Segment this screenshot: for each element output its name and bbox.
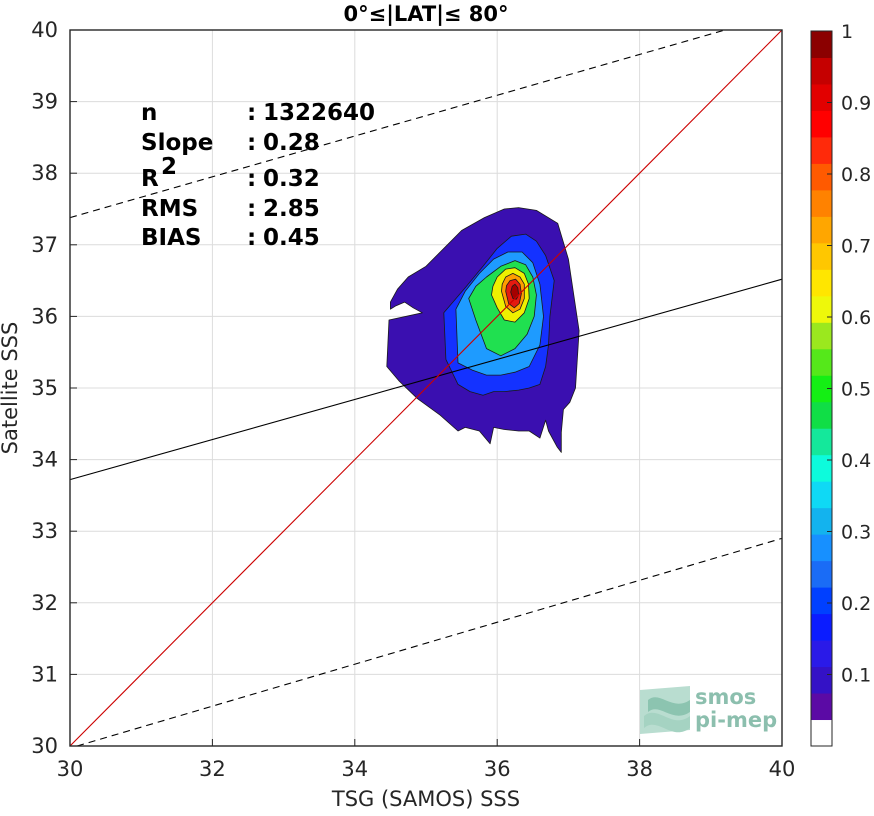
lower-bound-line <box>76 537 783 747</box>
stat-separator: : <box>247 166 256 192</box>
y-tick-label: 40 <box>31 18 58 42</box>
colorbar-swatch <box>811 269 832 297</box>
stat-value: 0.45 <box>263 225 320 251</box>
x-tick-label: 34 <box>341 757 368 781</box>
colorbar-swatch <box>811 31 832 58</box>
y-axis-ticks: 30 31 32 33 34 35 36 37 38 39 40 <box>31 18 77 758</box>
colorbar-swatch <box>811 719 832 747</box>
colorbar-tick-label: 0.6 <box>841 307 871 329</box>
colorbar-swatch <box>811 375 832 403</box>
colorbar-swatch <box>811 136 832 164</box>
colorbar-swatch <box>811 507 832 535</box>
stat-separator: : <box>247 130 256 156</box>
y-tick-label: 36 <box>31 304 58 328</box>
colorbar-tick-label: 0.4 <box>841 450 871 472</box>
y-tick-label: 33 <box>31 519 58 543</box>
colorbar-swatch <box>811 640 832 668</box>
grid <box>69 29 783 747</box>
colorbar-tick-label: 1 <box>841 21 853 43</box>
stat-separator: : <box>247 225 256 251</box>
colorbar-swatch <box>811 163 832 191</box>
x-axis-ticks: 30 32 34 36 38 40 <box>57 739 796 781</box>
colorbar-swatch <box>811 242 832 270</box>
regression-line <box>69 278 783 481</box>
colorbar-swatch <box>811 348 832 376</box>
colorbar-swatch <box>811 666 832 694</box>
x-axis-label: TSG (SAMOS) SSS <box>331 787 520 811</box>
statistics-box: n: 1322640 Slope: 0.28 R 2: 0.32 RMS: 2.85 BI… <box>141 100 375 251</box>
x-tick-label: 36 <box>484 757 511 781</box>
reference-lines <box>69 29 783 747</box>
upper-bound-line <box>69 29 726 219</box>
colorbar-tick-label: 0.2 <box>841 593 871 615</box>
colorbar-swatch <box>811 481 832 509</box>
logo-mark-icon <box>640 686 690 734</box>
colorbar-swatch <box>811 295 832 323</box>
chart-title: 0°≤|LAT|≤ 80° <box>343 2 508 27</box>
stat-label: BIAS <box>141 225 201 251</box>
colorbar-tick-label: 0.7 <box>841 236 871 258</box>
colorbar-swatch <box>811 428 832 456</box>
stat-superscript: 2 <box>161 154 177 180</box>
logo-line1: smos <box>695 685 756 709</box>
stat-value: 2.85 <box>263 196 320 222</box>
colorbar-tick-label: 0.5 <box>841 379 871 401</box>
y-tick-label: 30 <box>31 734 58 758</box>
y-tick-label: 38 <box>31 161 58 185</box>
stat-separator: : <box>247 196 256 222</box>
stat-label: R <box>141 166 159 192</box>
colorbar-swatch <box>811 401 832 429</box>
colorbar-swatch <box>811 587 832 615</box>
stat-separator: : <box>247 100 256 126</box>
stat-label: RMS <box>141 196 198 222</box>
colorbar: 0.1 0.2 0.3 0.4 0.5 0.6 0.7 0.8 0.9 1 <box>810 21 871 747</box>
x-tick-label: 30 <box>57 757 84 781</box>
colorbar-swatch <box>811 454 832 482</box>
colorbar-swatch <box>811 189 832 217</box>
stat-value: 1322640 <box>263 100 375 126</box>
colorbar-swatch <box>811 322 832 350</box>
x-tick-label: 32 <box>199 757 226 781</box>
colorbar-swatch <box>811 534 832 562</box>
colorbar-swatch <box>811 216 832 244</box>
colorbar-tick-label: 0.8 <box>841 164 871 186</box>
colorbar-tick-label: 0.1 <box>841 665 871 687</box>
stat-label: Slope <box>141 130 213 156</box>
colorbar-swatch <box>811 613 832 641</box>
colorbar-tick-label: 0.9 <box>841 93 871 115</box>
colorbar-swatch <box>811 110 832 138</box>
y-tick-label: 34 <box>31 448 58 472</box>
y-tick-label: 37 <box>31 233 58 257</box>
colorbar-swatch <box>811 83 832 111</box>
colorbar-swatch <box>811 57 832 85</box>
colorbar-swatch <box>811 693 832 721</box>
y-tick-label: 35 <box>31 376 58 400</box>
y-tick-label: 32 <box>31 591 58 615</box>
colorbar-swatch <box>811 560 832 588</box>
stat-value: 0.32 <box>263 166 320 192</box>
logo-line2: pi-mep <box>695 708 777 732</box>
identity-line <box>69 29 783 747</box>
x-tick-label: 38 <box>626 757 653 781</box>
density-contour-level <box>510 283 519 300</box>
smos-pi-mep-logo: smos pi-mep <box>640 685 777 734</box>
y-tick-label: 39 <box>31 90 58 114</box>
plot-area: 30 32 34 36 38 40 30 31 32 33 34 35 36 37 38 39 40 <box>31 18 795 781</box>
y-axis-label: Satellite SSS <box>0 322 22 455</box>
stat-value: 0.28 <box>263 130 320 156</box>
y-tick-label: 31 <box>31 662 58 686</box>
stat-label: n <box>141 100 157 126</box>
colorbar-tick-label: 0.3 <box>841 522 871 544</box>
x-tick-label: 40 <box>769 757 796 781</box>
